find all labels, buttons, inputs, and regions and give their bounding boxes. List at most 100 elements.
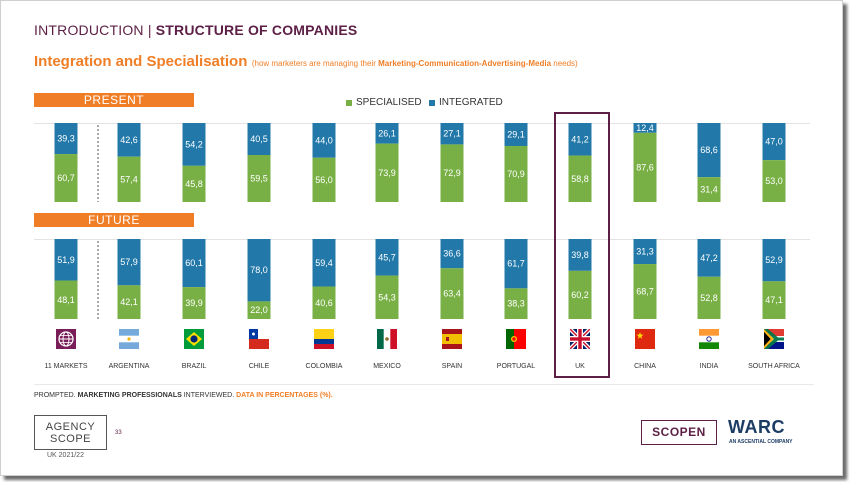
bar-present-specialised-portugal [504, 145, 528, 202]
country-label-portugal: PORTUGAL [496, 363, 536, 370]
label-present-integrated-uk: 41,2 [571, 134, 589, 144]
bar-future-integrated-portugal [504, 239, 528, 289]
bar-future-specialised-colombia [312, 286, 336, 319]
label-future-integrated-spain: 36,6 [443, 249, 461, 259]
header-section: INTRODUCTION | [34, 22, 156, 38]
bar-future-integrated-south-africa [762, 239, 786, 282]
bar-future-integrated-brazil [182, 239, 206, 288]
present-label: PRESENT [34, 93, 194, 107]
bar-future-integrated-india [697, 239, 721, 277]
bar-present-integrated-india [697, 123, 721, 178]
bar-future-specialised-spain [440, 268, 464, 319]
bar-present-integrated-china [633, 123, 657, 133]
bar-present-integrated-11-markets [54, 123, 78, 155]
label-present-specialised-spain: 72,9 [443, 168, 461, 178]
bar-present-specialised-uk [568, 155, 592, 202]
label-future-specialised-uk: 60,2 [571, 290, 589, 300]
label-present-specialised-argentina: 57,4 [120, 174, 138, 184]
footer-note-mid: INTERVIEWED. [181, 392, 237, 399]
label-future-integrated-brazil: 60,1 [185, 258, 203, 268]
globe-icon [56, 329, 76, 349]
uk-flag-icon [570, 329, 590, 349]
future-top-line [34, 239, 810, 240]
warc-logo: WARC [728, 417, 785, 437]
label-future-specialised-portugal: 38,3 [507, 299, 525, 309]
label-present-specialised-uk: 58,8 [571, 174, 589, 184]
note-post: needs) [551, 59, 578, 68]
stacked-bar-chart: 39,3 60,7 42,6 57,4 54,2 45,8 40,5 59,5 44,0 56,0… [54, 123, 786, 319]
country-label-11-markets: 11 MARKETS [44, 363, 88, 370]
bar-future-specialised-argentina [117, 285, 141, 319]
country-label-colombia: COLOMBIA [305, 363, 343, 370]
label-future-integrated-south-africa: 52,9 [765, 255, 783, 265]
bar-present-specialised-argentina [117, 156, 141, 202]
agency-scope-logo: AGENCY SCOPE [34, 415, 107, 450]
bar-present-specialised-11-markets [54, 154, 78, 202]
country-label-mexico: MEXICO [373, 363, 401, 370]
bar-present-specialised-brazil [182, 165, 206, 202]
label-future-specialised-mexico: 54,3 [378, 292, 396, 302]
label-future-specialised-argentina: 42,1 [120, 297, 138, 307]
legend-integrated: INTEGRATED [429, 97, 503, 108]
south-africa-flag-icon [764, 329, 784, 349]
label-present-integrated-india: 68,6 [700, 145, 718, 155]
bar-future-integrated-china [633, 239, 657, 265]
bar-present-integrated-chile [247, 123, 271, 155]
brazil-flag-icon [184, 329, 204, 349]
bar-future-specialised-india [697, 276, 721, 319]
label-present-specialised-china: 87,6 [636, 162, 654, 172]
label-present-integrated-spain: 27,1 [443, 129, 461, 139]
future-label: FUTURE [34, 213, 194, 227]
bar-present-specialised-south-africa [762, 160, 786, 202]
country-label-argentina: ARGENTINA [108, 363, 150, 370]
bar-future-specialised-11-markets [54, 280, 78, 319]
mexico-flag-icon [377, 329, 397, 349]
edition-label: UK 2021/22 [47, 452, 84, 459]
country-label-spain: SPAIN [441, 363, 463, 370]
legend-label-integrated: INTEGRATED [439, 97, 503, 108]
bar-present-integrated-portugal [504, 123, 528, 146]
legend-swatch-integrated [429, 99, 435, 106]
slide: INTRODUCTION | STRUCTURE OF COMPANIES In… [0, 0, 843, 476]
country-label-south-africa: SOUTH AFRICA [748, 363, 800, 370]
bar-future-specialised-portugal [504, 288, 528, 319]
bar-present-integrated-spain [440, 123, 464, 145]
bar-present-specialised-colombia [312, 157, 336, 202]
footer-note: PROMPTED. MARKETING PROFESSIONALS INTERV… [34, 392, 333, 399]
country-label-chile: CHILE [248, 363, 270, 370]
bar-future-specialised-south-africa [762, 281, 786, 319]
bar-present-integrated-south-africa [762, 123, 786, 161]
label-future-integrated-mexico: 45,7 [378, 252, 396, 262]
uk-highlight-box [554, 112, 610, 378]
chile-flag-icon [249, 329, 269, 349]
bar-future-specialised-uk [568, 270, 592, 319]
bar-future-specialised-brazil [182, 287, 206, 319]
country-label-brazil: BRAZIL [181, 363, 207, 370]
label-future-integrated-colombia: 59,4 [315, 258, 333, 268]
label-future-integrated-uk: 39,8 [571, 250, 589, 260]
bar-future-specialised-mexico [375, 275, 399, 319]
label-present-integrated-mexico: 26,1 [378, 128, 396, 138]
scopen-logo: SCOPEN [641, 420, 717, 445]
china-flag-icon [635, 329, 655, 349]
label-present-specialised-portugal: 70,9 [507, 169, 525, 179]
country-label-india: INDIA [699, 363, 719, 370]
chart-title-main: Integration and Specialisation [34, 53, 248, 70]
bar-future-specialised-chile [247, 301, 271, 319]
note-pre: (how marketers are managing their [251, 59, 379, 68]
label-future-integrated-11-markets: 51,9 [57, 255, 75, 265]
footer-note-bold: MARKETING PROFESSIONALS [77, 392, 182, 399]
label-future-specialised-india: 52,8 [700, 293, 718, 303]
bar-present-integrated-mexico [375, 123, 399, 144]
portugal-flag-icon [506, 329, 526, 349]
chart-title: Integration and Specialisation (how mark… [34, 53, 578, 71]
bar-future-integrated-11-markets [54, 239, 78, 281]
label-future-specialised-china: 68,7 [636, 287, 654, 297]
label-future-specialised-11-markets: 48,1 [57, 295, 75, 305]
present-top-line [34, 123, 810, 124]
label-present-specialised-brazil: 45,8 [185, 179, 203, 189]
page-header: INTRODUCTION | STRUCTURE OF COMPANIES [34, 22, 357, 38]
label-future-specialised-brazil: 39,9 [185, 298, 203, 308]
label-present-integrated-11-markets: 39,3 [57, 134, 75, 144]
bar-future-integrated-mexico [375, 239, 399, 276]
